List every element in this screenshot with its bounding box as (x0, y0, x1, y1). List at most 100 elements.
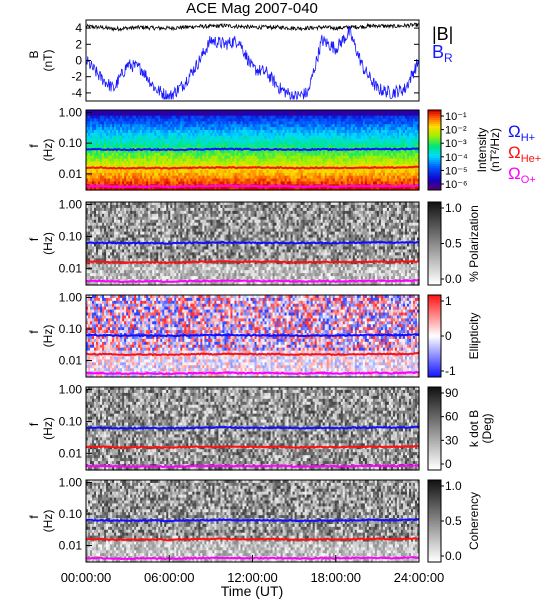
colorbar-step (428, 368, 441, 372)
colorbar-frame (427, 109, 442, 191)
y-tick-label: 1.00 (59, 198, 83, 212)
colorbar-step (428, 364, 441, 368)
colorbar-step (428, 180, 441, 183)
colorbar-step (428, 172, 441, 175)
x-tick-label: 00:00:00 (61, 570, 112, 585)
colorbar-step (428, 331, 441, 335)
colorbar-step (428, 148, 441, 151)
colorbar-step (428, 482, 441, 485)
colorbar: 1.0 0.5 0.0 % Polarization (427, 201, 481, 286)
colorbar-step (428, 176, 441, 179)
colorbar-step (428, 551, 441, 555)
colorbar-step (428, 443, 441, 446)
colorbar-step (428, 138, 441, 141)
colorbar-step (428, 134, 441, 137)
colorbar-label: % Polarization (467, 205, 481, 282)
gyrofrequency-line-O (85, 463, 420, 469)
colorbar: 90 60 30 0 k dot B (Deg) (427, 386, 494, 471)
colorbar-step (428, 237, 441, 240)
colorbar-step (428, 319, 441, 323)
plot-frame (85, 201, 420, 286)
colorbar-step (428, 486, 441, 489)
colorbar-tick-label: 30 (445, 433, 459, 447)
y-tick-label: 0.10 (59, 322, 83, 336)
y-tick-label: 0 (75, 54, 82, 68)
y-tick-label: 0.01 (59, 167, 83, 181)
colorbar-step (428, 508, 441, 512)
colorbar-step (428, 463, 441, 467)
colorbar-step (428, 136, 441, 139)
colorbar-step (428, 416, 441, 419)
colorbar-step (428, 467, 441, 471)
colorbar-step (428, 358, 441, 362)
colorbar-step (428, 411, 441, 415)
colorbar-step (428, 278, 441, 282)
colorbar-step (428, 401, 441, 405)
y-axis-unit: (Hz) (41, 510, 55, 533)
colorbar-step (428, 399, 441, 403)
colorbar-step (428, 354, 441, 357)
colorbar-tick-label: 10⁻⁴ (445, 152, 468, 164)
colorbar-step (428, 348, 441, 351)
colorbar-step (428, 239, 441, 242)
colorbar-step (428, 389, 441, 392)
colorbar-step (428, 186, 441, 189)
y-axis-unit: (Hz) (41, 139, 55, 162)
colorbar-step (428, 128, 441, 131)
colorbar-step (428, 510, 441, 514)
colorbar-step (428, 253, 441, 257)
chart-title: ACE Mag 2007-040 (186, 0, 318, 17)
x-tick-label: 24:00:00 (394, 570, 445, 585)
colorbar-step (428, 154, 441, 157)
colorbar-step (428, 506, 441, 510)
colorbar-label: k dot B (467, 410, 481, 447)
colorbar-step (428, 362, 441, 366)
y-tick-label: 4 (75, 21, 82, 35)
gyrofrequency-line-He (85, 165, 420, 170)
colorbar-step (428, 162, 441, 165)
legend-entry-o-plus: ΩO+ (508, 164, 536, 186)
gyrofrequency-line-H (85, 333, 420, 338)
colorbar-step (428, 295, 441, 298)
panel-b-field: 4 2 0 -2 -4 B (nT) |B|BR (27, 19, 453, 102)
colorbar-step (428, 321, 441, 325)
colorbar-step (428, 276, 441, 280)
heatmap-cells (86, 295, 420, 378)
colorbar-step (428, 184, 441, 187)
colorbar-step (428, 387, 441, 390)
colorbar-step (428, 325, 441, 329)
y-tick-label: -4 (71, 86, 82, 100)
colorbar-step (428, 449, 441, 452)
colorbar-step (428, 329, 441, 333)
colorbar-step (428, 272, 441, 276)
colorbar-step (428, 309, 441, 312)
colorbar-tick-label: 10⁻⁶ (445, 179, 468, 191)
legend-entry-b-r: BR (432, 42, 453, 65)
colorbar-step (428, 539, 441, 542)
colorbar-tick-label: -1 (445, 364, 456, 378)
colorbar-step (428, 342, 441, 345)
y-axis-unit: (Hz) (41, 417, 55, 440)
plot-frame (85, 109, 420, 191)
colorbar-tick-label: 1.0 (445, 201, 462, 215)
colorbar-step (428, 260, 441, 263)
colorbar-step (428, 397, 441, 400)
colorbar-step (428, 333, 441, 337)
y-tick-label: 0.01 (59, 446, 83, 460)
colorbar-step (428, 525, 441, 528)
legend-entry-h-plus: ΩH+ (508, 122, 535, 144)
colorbar-step (428, 403, 441, 407)
gyrofrequency-line-He (85, 259, 420, 265)
colorbar-step (428, 182, 441, 185)
colorbar-step (428, 228, 441, 232)
colorbar-step (428, 366, 441, 370)
colorbar-step (428, 274, 441, 278)
colorbar-step (428, 480, 441, 483)
colorbar-step (428, 453, 441, 456)
gyrofrequency-line-H (85, 518, 420, 523)
colorbar-step (428, 152, 441, 155)
colorbar-step (428, 344, 441, 347)
colorbar-step (428, 451, 441, 454)
colorbar-step (428, 174, 441, 177)
